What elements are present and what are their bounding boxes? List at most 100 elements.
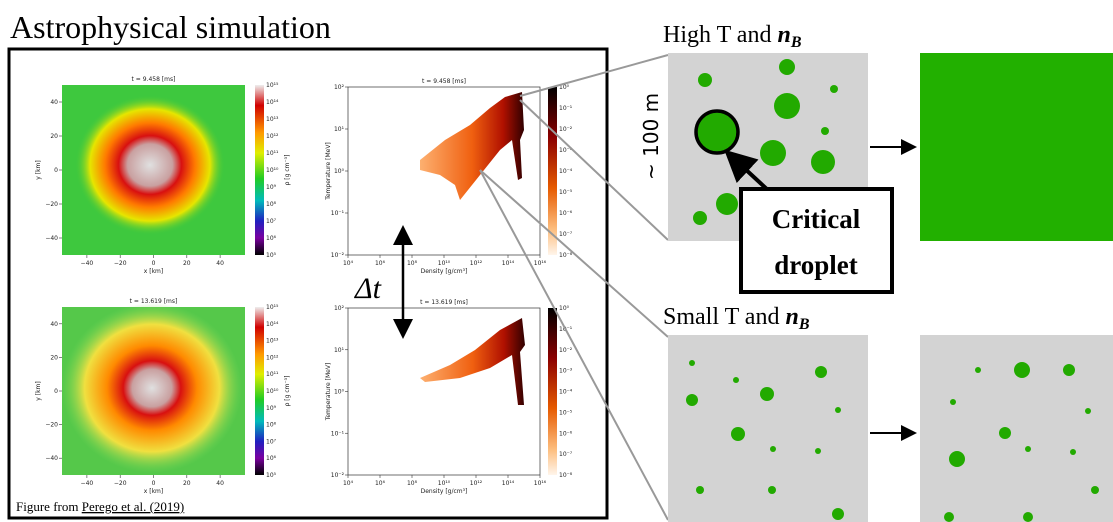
x-axis-label: x [km] [144, 488, 163, 495]
x-tick-label: −40 [81, 480, 94, 487]
y-tick-label: 10² [334, 305, 345, 312]
x-tick-label: −20 [114, 260, 127, 267]
colorbar [255, 85, 264, 255]
colorbar-tick-label: 10⁻⁶ [559, 430, 573, 437]
colorbar-label: ρ [g cm⁻³] [284, 376, 291, 407]
panel-title: t = 13.619 [ms] [420, 299, 468, 306]
colorbar-tick-label: 10⁻⁴ [559, 168, 573, 175]
x-tick-label: 10¹⁶ [534, 480, 547, 487]
x-axis-label: Density [g/cm³] [421, 488, 468, 495]
colorbar [548, 308, 557, 475]
y-tick-label: 10⁰ [334, 389, 345, 396]
colorbar-tick-label: 10⁸ [266, 422, 277, 429]
colorbar-tick-label: 10⁻¹ [559, 105, 573, 112]
x-tick-label: 10⁸ [407, 480, 418, 487]
label-sub: B [798, 316, 810, 333]
colorbar-tick-label: 10⁻⁷ [559, 451, 573, 458]
colorbar-tick-label: 10⁻⁴ [559, 389, 573, 396]
colorbar-tick-label: 10⁻⁸ [559, 472, 573, 479]
x-tick-label: 10⁴ [343, 260, 354, 267]
colorbar-tick-label: 10⁵ [266, 252, 277, 259]
y-tick-label: 10⁻² [331, 472, 345, 479]
colorbar-tick-label: 10¹¹ [266, 150, 279, 157]
title: Astrophysical simulation [10, 9, 331, 45]
colorbar-tick-label: 10¹² [266, 354, 279, 361]
y-tick-label: 10⁻² [331, 252, 345, 259]
x-tick-label: 10¹² [470, 480, 483, 487]
colorbar-tick-label: 10⁹ [266, 405, 277, 412]
y-tick-label: 10⁻¹ [331, 430, 345, 437]
colorbar-tick-label: 10¹² [266, 133, 279, 140]
y-tick-label: 20 [50, 133, 58, 140]
x-tick-label: 40 [216, 260, 224, 267]
y-axis-label: Temperature [MeV] [325, 363, 332, 422]
colorbar-tick-label: 10¹⁴ [266, 321, 279, 328]
x-axis-label: x [km] [144, 268, 163, 275]
x-tick-label: 20 [183, 480, 191, 487]
colorbar-tick-label: 10⁻⁵ [559, 409, 573, 416]
colorbar-tick-label: 10¹⁵ [266, 304, 279, 311]
x-tick-label: 10⁶ [375, 480, 386, 487]
x-axis-label: Density [g/cm³] [421, 268, 468, 275]
colorbar-tick-label: 10⁻⁶ [559, 210, 573, 217]
droplet-label: droplet [774, 250, 858, 280]
delta-t: Δt [354, 272, 382, 305]
colorbar-tick-label: 10¹⁵ [266, 82, 279, 89]
y-tick-label: −20 [45, 422, 58, 429]
y-tick-label: 20 [50, 354, 58, 361]
y-tick-label: 10⁻¹ [331, 210, 345, 217]
x-tick-label: 10⁴ [343, 480, 354, 487]
y-tick-label: 10¹ [334, 347, 345, 354]
x-tick-label: 10¹⁴ [502, 260, 515, 267]
colorbar-tick-label: 10⁶ [266, 455, 277, 462]
y-tick-label: 10² [334, 84, 345, 91]
label-var: n [785, 304, 798, 330]
high-label: High T and nB [663, 22, 802, 51]
figure: Astrophysical simulation t = 9.458 [ms] −… [0, 0, 1113, 522]
droplet-label: Critical [772, 204, 861, 234]
colorbar-tick-label: 10¹³ [266, 116, 279, 123]
y-tick-label: −20 [45, 201, 58, 208]
colorbar-tick-label: 10⁻⁷ [559, 231, 573, 238]
y-tick-label: 10¹ [334, 126, 345, 133]
y-tick-label: 0 [54, 167, 58, 174]
colorbar-tick-label: 10⁸ [266, 201, 277, 208]
colorbar-tick-label: 10⁵ [266, 472, 277, 479]
density-core [75, 95, 225, 235]
x-tick-label: 10⁸ [407, 260, 418, 267]
label-var: n [777, 22, 790, 48]
colorbar-tick-label: 10¹⁴ [266, 99, 279, 106]
colorbar-tick-label: 10⁷ [266, 218, 277, 225]
y-tick-label: 10⁰ [334, 168, 345, 175]
y-axis-label: y [km] [35, 381, 42, 400]
y-tick-label: 40 [50, 321, 58, 328]
x-tick-label: −20 [114, 480, 127, 487]
density-core [62, 303, 242, 473]
y-tick-label: −40 [45, 235, 58, 242]
colorbar-tick-label: 10⁻² [559, 347, 573, 354]
x-tick-label: 10¹² [470, 260, 483, 267]
scale-label: ~ 100 m [639, 93, 663, 180]
y-tick-label: 40 [50, 99, 58, 106]
colorbar-tick-label: 10¹⁰ [266, 388, 279, 395]
x-tick-label: 0 [152, 260, 156, 267]
y-axis-label: Temperature [MeV] [325, 142, 332, 201]
label-text: High T and [663, 22, 777, 48]
colorbar-tick-label: 10⁻⁵ [559, 189, 573, 196]
colorbar-tick-label: 10⁷ [266, 438, 277, 445]
panel-title: t = 9.458 [ms] [132, 76, 176, 83]
low-box [668, 335, 868, 522]
colorbar-tick-label: 10⁶ [266, 235, 277, 242]
label-text: Small T and [663, 304, 785, 330]
y-tick-label: −40 [45, 455, 58, 462]
panel-title: t = 13.619 [ms] [130, 298, 178, 305]
label-sub: B [790, 34, 802, 51]
colorbar-tick-label: 10⁹ [266, 184, 277, 191]
source-link[interactable]: Perego et al. (2019) [82, 499, 185, 514]
y-axis-label: y [km] [35, 160, 42, 179]
colorbar-tick-label: 10¹⁰ [266, 167, 279, 174]
colorbar-label: ρ [g cm⁻³] [284, 155, 291, 186]
x-tick-label: 10¹⁶ [534, 260, 547, 267]
colorbar [255, 307, 264, 475]
panel-title: t = 9.458 [ms] [422, 78, 466, 85]
